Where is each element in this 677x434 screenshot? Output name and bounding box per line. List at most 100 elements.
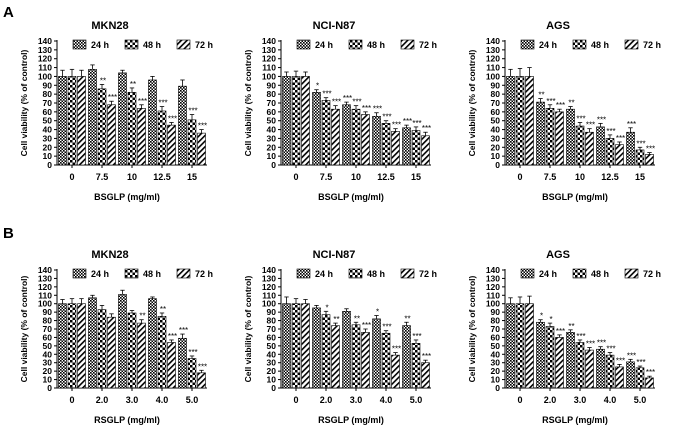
bar bbox=[555, 337, 564, 389]
y-tick-label: 140 bbox=[262, 265, 276, 275]
y-tick-label: 20 bbox=[491, 366, 501, 376]
y-tick-label: 40 bbox=[43, 125, 53, 135]
y-tick-label: 0 bbox=[47, 383, 52, 393]
bar bbox=[157, 316, 167, 389]
y-tick-label: 50 bbox=[491, 341, 501, 351]
bar bbox=[596, 348, 605, 389]
y-tick-label: 40 bbox=[491, 349, 501, 359]
bar bbox=[167, 342, 176, 389]
bar bbox=[515, 303, 525, 389]
y-tick-label: 20 bbox=[491, 142, 501, 152]
legend-swatch bbox=[348, 268, 363, 279]
x-axis-label: RSGLP (mg/ml) bbox=[94, 415, 160, 425]
y-tick-label: 140 bbox=[262, 36, 276, 46]
y-tick-label: 0 bbox=[271, 383, 276, 393]
bar bbox=[282, 303, 291, 389]
y-tick-label: 130 bbox=[486, 273, 500, 283]
y-tick-label: 70 bbox=[491, 98, 501, 108]
bar bbox=[391, 131, 400, 166]
significance-label: *** bbox=[179, 326, 188, 335]
chart-title: NCI-N87 bbox=[313, 20, 356, 32]
bar bbox=[282, 76, 291, 166]
bar bbox=[321, 314, 331, 389]
legend-swatch bbox=[124, 268, 139, 279]
bar bbox=[391, 354, 400, 389]
y-tick-label: 0 bbox=[495, 383, 500, 393]
y-tick-label: 10 bbox=[491, 151, 501, 161]
y-tick-label: 20 bbox=[267, 142, 277, 152]
significance-label: *** bbox=[422, 352, 431, 361]
significance-label: *** bbox=[597, 115, 606, 124]
legend-swatch bbox=[296, 268, 311, 279]
x-tick-label: 2.0 bbox=[96, 395, 109, 405]
y-tick-label: 10 bbox=[267, 151, 277, 161]
bar bbox=[67, 303, 77, 389]
y-tick-label: 70 bbox=[491, 324, 501, 334]
significance-label: *** bbox=[646, 145, 655, 154]
legend-swatch bbox=[296, 39, 311, 50]
legend-label: 24 h bbox=[315, 40, 333, 50]
y-tick-label: 10 bbox=[43, 151, 53, 161]
x-tick-label: 3.0 bbox=[126, 395, 139, 405]
significance-label: *** bbox=[627, 120, 636, 129]
bar bbox=[402, 127, 411, 166]
y-tick-label: 0 bbox=[47, 160, 52, 170]
bar bbox=[645, 377, 654, 389]
bar bbox=[342, 310, 351, 389]
x-axis-label: RSGLP (mg/ml) bbox=[542, 415, 608, 425]
significance-label: *** bbox=[422, 124, 431, 133]
legend-label: 72 h bbox=[643, 40, 661, 50]
y-tick-label: 80 bbox=[43, 89, 53, 99]
bar bbox=[351, 324, 361, 389]
y-tick-label: 30 bbox=[491, 358, 501, 368]
y-tick-label: 60 bbox=[43, 332, 53, 342]
chart-title: NCI-N87 bbox=[313, 249, 356, 261]
y-tick-label: 120 bbox=[262, 54, 276, 64]
bar bbox=[525, 303, 534, 389]
legend-label: 48 h bbox=[591, 40, 609, 50]
legend-label: 48 h bbox=[143, 269, 161, 279]
y-tick-label: 60 bbox=[267, 107, 277, 117]
bar bbox=[167, 124, 176, 166]
bar bbox=[291, 76, 301, 166]
bar bbox=[58, 303, 67, 389]
significance-label: * bbox=[549, 315, 552, 324]
legend-label: 72 h bbox=[195, 40, 213, 50]
x-axis-label: BSGLP (mg/ml) bbox=[542, 192, 608, 202]
legend-label: 24 h bbox=[91, 269, 109, 279]
bar bbox=[312, 307, 321, 389]
y-tick-label: 100 bbox=[486, 71, 500, 81]
significance-label: ** bbox=[354, 314, 360, 323]
bar bbox=[402, 325, 411, 389]
y-tick-label: 60 bbox=[43, 107, 53, 117]
bar bbox=[575, 342, 585, 389]
x-tick-label: 0 bbox=[293, 395, 298, 405]
significance-label: *** bbox=[616, 134, 625, 143]
bar bbox=[197, 372, 206, 389]
significance-label: *** bbox=[556, 327, 565, 336]
significance-label: *** bbox=[168, 332, 177, 341]
legend-label: 72 h bbox=[419, 40, 437, 50]
bar bbox=[118, 294, 127, 389]
bar bbox=[301, 76, 310, 166]
significance-label: *** bbox=[576, 114, 585, 123]
significance-label: *** bbox=[606, 127, 615, 136]
bar bbox=[566, 332, 575, 389]
y-tick-label: 30 bbox=[43, 133, 53, 143]
y-tick-label: 50 bbox=[267, 116, 277, 126]
legend-label: 24 h bbox=[91, 40, 109, 50]
significance-label: *** bbox=[168, 114, 177, 123]
legend-label: 72 h bbox=[195, 269, 213, 279]
y-tick-label: 90 bbox=[43, 80, 53, 90]
bar bbox=[118, 72, 127, 166]
significance-label: *** bbox=[382, 323, 391, 332]
bar bbox=[536, 321, 545, 389]
bar bbox=[88, 297, 97, 389]
x-tick-label: 15 bbox=[187, 172, 197, 182]
x-axis-label: BSGLP (mg/ml) bbox=[94, 192, 160, 202]
y-tick-label: 70 bbox=[43, 98, 53, 108]
legend-swatch bbox=[572, 39, 587, 50]
significance-label: ** bbox=[568, 99, 574, 108]
chart-title: AGS bbox=[546, 20, 570, 32]
y-tick-label: 130 bbox=[38, 273, 52, 283]
